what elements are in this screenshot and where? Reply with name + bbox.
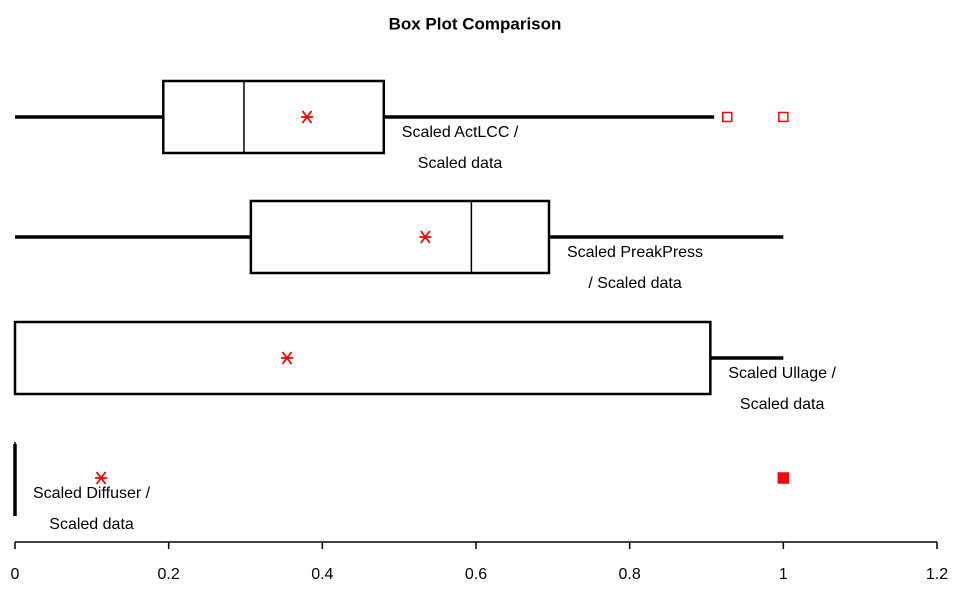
x-tick-label: 1 (779, 566, 788, 583)
x-tick-label: 0.6 (465, 566, 487, 583)
series-label: Scaled PreakPress (567, 244, 703, 261)
outlier (777, 472, 790, 484)
x-tick-label: 1.2 (926, 566, 948, 583)
box (13, 320, 712, 396)
series-label: Scaled Diffuser / (33, 485, 151, 502)
chart-title: Box Plot Comparison (389, 14, 562, 33)
series-label: Scaled data (49, 516, 134, 533)
outlier (778, 111, 789, 123)
box (162, 79, 386, 155)
series-label: Scaled data (740, 396, 825, 413)
outlier (721, 111, 733, 123)
x-tick-label: 0.8 (619, 566, 641, 583)
mean-marker (280, 351, 293, 365)
series-label: Scaled data (418, 155, 503, 172)
series-label: Scaled ActLCC / (402, 124, 519, 141)
mean-marker (95, 471, 108, 485)
mean-marker (419, 230, 432, 244)
series-label: / Scaled data (588, 275, 682, 292)
series-label: Scaled Ullage / (728, 365, 836, 382)
box (249, 199, 551, 275)
x-tick-label: 0.2 (158, 566, 180, 583)
mean-marker (300, 110, 313, 124)
x-tick-label: 0 (11, 566, 20, 583)
x-tick-label: 0.4 (311, 566, 333, 583)
